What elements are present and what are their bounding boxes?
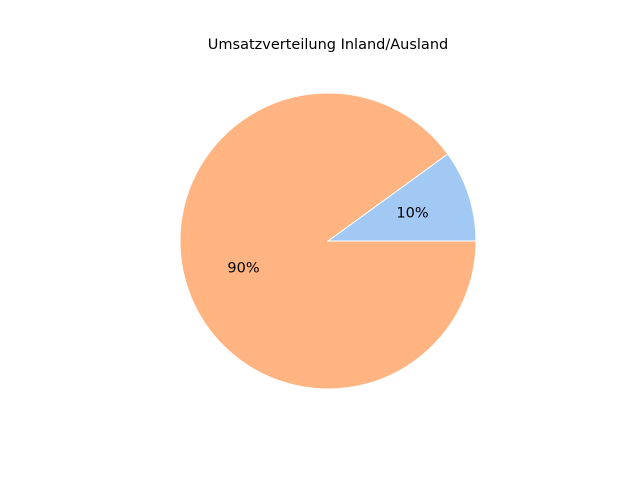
pie-slice-label-1: 90% [227, 260, 259, 276]
pie-slice-0 [326, 153, 477, 242]
pie-slice-label-0: 10% [396, 206, 428, 222]
pie-plot-area: 10% 90% [179, 92, 477, 390]
pie-slice-1 [179, 92, 477, 390]
chart-title: Umsatzverteilung Inland/Ausland [208, 37, 448, 53]
